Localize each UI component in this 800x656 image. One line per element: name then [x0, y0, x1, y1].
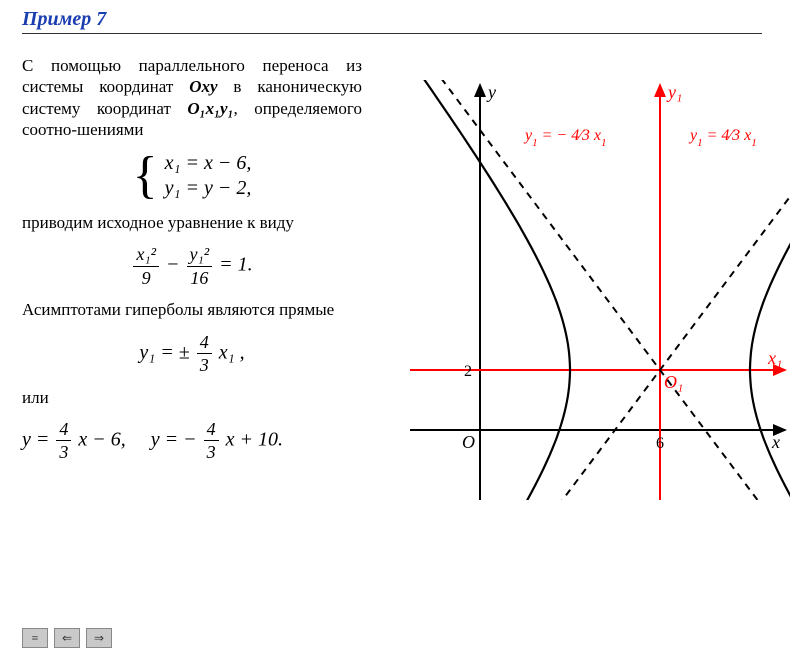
frac-x1sq-9: x₁² 9 — [133, 243, 159, 289]
svg-text:6: 6 — [656, 435, 664, 452]
nav-bar: ≡ ⇐ ⇒ — [22, 628, 112, 648]
svg-text:2: 2 — [464, 363, 472, 380]
hyperbola-plot: y x Oy₁ x₁ O₁ 6 2 y1 = − 4⁄3 x1 y1 = 4⁄3 x1 — [410, 80, 790, 500]
frac-den: 3 — [56, 441, 71, 464]
paragraph-or: или — [22, 387, 362, 408]
graph: y x Oy₁ x₁ O₁ 6 2 y1 = − 4⁄3 x1 y1 = 4⁄3 x1 — [410, 80, 790, 500]
asymptote-equation: y₁ = ± 4 3 x₁ , — [22, 331, 362, 377]
frac-num: 4 — [204, 418, 219, 442]
system-line-2: y₁ = y − 2, — [165, 176, 252, 201]
line1-lhs: y = — [22, 428, 54, 450]
svg-text:y1 = 4⁄3 x1: y1 = 4⁄3 x1 — [688, 127, 757, 149]
frac-4-3-a: 4 3 — [56, 418, 71, 464]
nav-prev-button[interactable]: ⇐ — [54, 628, 80, 648]
svg-text:y1 = − 4⁄3 x1: y1 = − 4⁄3 x1 — [523, 127, 606, 149]
frac-den: 16 — [187, 267, 213, 290]
nav-next-button[interactable]: ⇒ — [86, 628, 112, 648]
asymp-rhs: x₁ , — [219, 341, 245, 363]
frac-num: 4 — [197, 331, 212, 355]
system-equations: { x₁ = x − 6, y₁ = y − 2, — [22, 150, 362, 202]
prev-icon: ⇐ — [62, 631, 72, 646]
frac-den: 3 — [204, 441, 219, 464]
frac-den: 3 — [197, 354, 212, 377]
line1-rhs: x − 6, — [78, 428, 125, 450]
next-icon: ⇒ — [94, 631, 104, 646]
oxy-label: Oxy — [189, 77, 217, 96]
nav-menu-button[interactable]: ≡ — [22, 628, 48, 648]
title: Пример 7 — [22, 8, 106, 30]
frac-den: 9 — [133, 267, 159, 290]
paragraph-reduce: приводим исходное уравнение к виду — [22, 212, 362, 233]
system-line-1: x₁ = x − 6, — [165, 151, 252, 176]
spacer — [131, 428, 146, 450]
frac-y1sq-16: y₁² 16 — [187, 243, 213, 289]
frac-num: 4 — [56, 418, 71, 442]
frac-num: y₁² — [187, 243, 213, 267]
svg-text:O₁: O₁ — [664, 372, 683, 392]
content-column: С помощью параллельного переноса из сист… — [22, 55, 362, 474]
frac-4-3: 4 3 — [197, 331, 212, 377]
title-area: Пример 7 — [22, 8, 762, 34]
svg-text:O: O — [462, 432, 475, 452]
equals-one: = 1. — [219, 254, 253, 276]
o1x1y1-label: O₁x₁y₁ — [187, 99, 233, 118]
line2-lhs: y = − — [151, 428, 202, 450]
final-equations: y = 4 3 x − 6, y = − 4 3 x + 10. — [22, 418, 362, 464]
svg-text:y₁: y₁ — [666, 82, 682, 102]
svg-text:x₁: x₁ — [767, 348, 782, 368]
frac-num: x₁² — [133, 243, 159, 267]
frac-4-3-b: 4 3 — [204, 418, 219, 464]
line2-rhs: x + 10. — [226, 428, 283, 450]
asymp-lhs: y₁ = ± — [139, 341, 189, 363]
paragraph-asymptotes: Асимптотами гиперболы являются прямые — [22, 299, 362, 320]
paragraph-intro: С помощью параллельного переноса из сист… — [22, 55, 362, 140]
minus-sign: − — [166, 254, 185, 276]
menu-icon: ≡ — [32, 631, 39, 646]
svg-text:x: x — [771, 432, 780, 452]
canonical-equation: x₁² 9 − y₁² 16 = 1. — [22, 243, 362, 289]
svg-text:y: y — [486, 82, 496, 102]
brace-icon: { — [133, 150, 158, 202]
title-rule — [22, 33, 762, 34]
